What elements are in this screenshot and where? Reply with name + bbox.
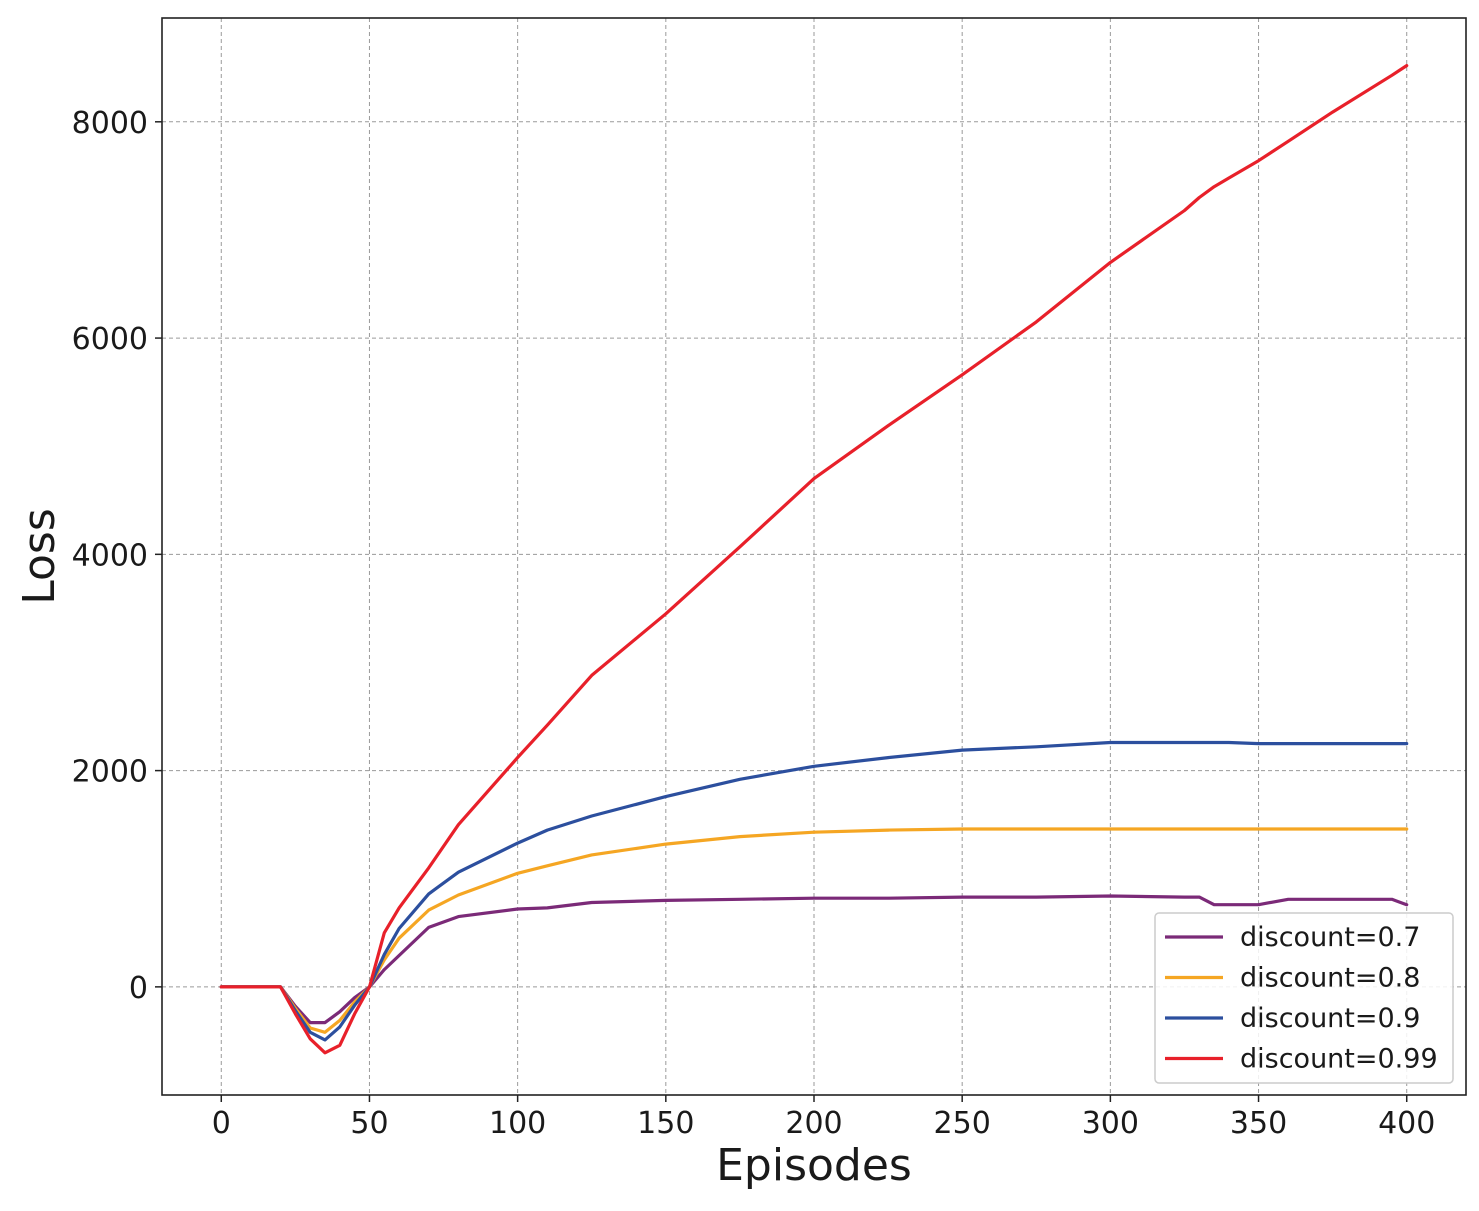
- legend-box: [1154, 912, 1454, 1084]
- legend-label: discount=0.99: [1240, 1044, 1438, 1075]
- y-axis-label: Loss: [14, 508, 65, 605]
- series-line-2: [219, 740, 1409, 1042]
- x-tick-label: 50: [350, 1106, 388, 1141]
- legend-item: discount=0.8: [1165, 963, 1420, 994]
- legend-label: discount=0.7: [1240, 922, 1420, 953]
- x-tick-label: 100: [489, 1106, 546, 1141]
- legend-item: discount=0.9: [1165, 1003, 1420, 1034]
- x-tick-label: 0: [212, 1106, 231, 1141]
- y-tick-label: 8000: [72, 106, 148, 141]
- legend: discount=0.7 discount=0.8 discount=0.9 disc…: [1154, 912, 1454, 1084]
- y-tick-label: 6000: [72, 322, 148, 357]
- x-tick-label: 250: [934, 1106, 991, 1141]
- x-tick-label: 400: [1378, 1106, 1435, 1141]
- x-tick-label: 150: [637, 1106, 694, 1141]
- y-tick-label: 0: [129, 971, 148, 1006]
- x-axis-label: Episodes: [716, 1140, 912, 1191]
- series-line-3: [219, 63, 1409, 1055]
- series-line-0: [219, 894, 1409, 1025]
- x-tick-label: 300: [1082, 1106, 1139, 1141]
- x-tick-label: 200: [785, 1106, 842, 1141]
- y-tick-label: 2000: [72, 755, 148, 790]
- y-tick-label: 4000: [72, 538, 148, 573]
- x-tick-label: 350: [1230, 1106, 1287, 1141]
- axis-ticks: 0 50 100 150 200 250 300 350 4000200040006000800…: [72, 106, 1436, 1141]
- legend-item: discount=0.99: [1165, 1044, 1438, 1075]
- series-lines: [219, 63, 1409, 1055]
- series-line-1: [219, 827, 1409, 1034]
- legend-item: discount=0.7: [1165, 922, 1420, 953]
- legend-label: discount=0.9: [1240, 1003, 1420, 1034]
- legend-label: discount=0.8: [1240, 963, 1420, 994]
